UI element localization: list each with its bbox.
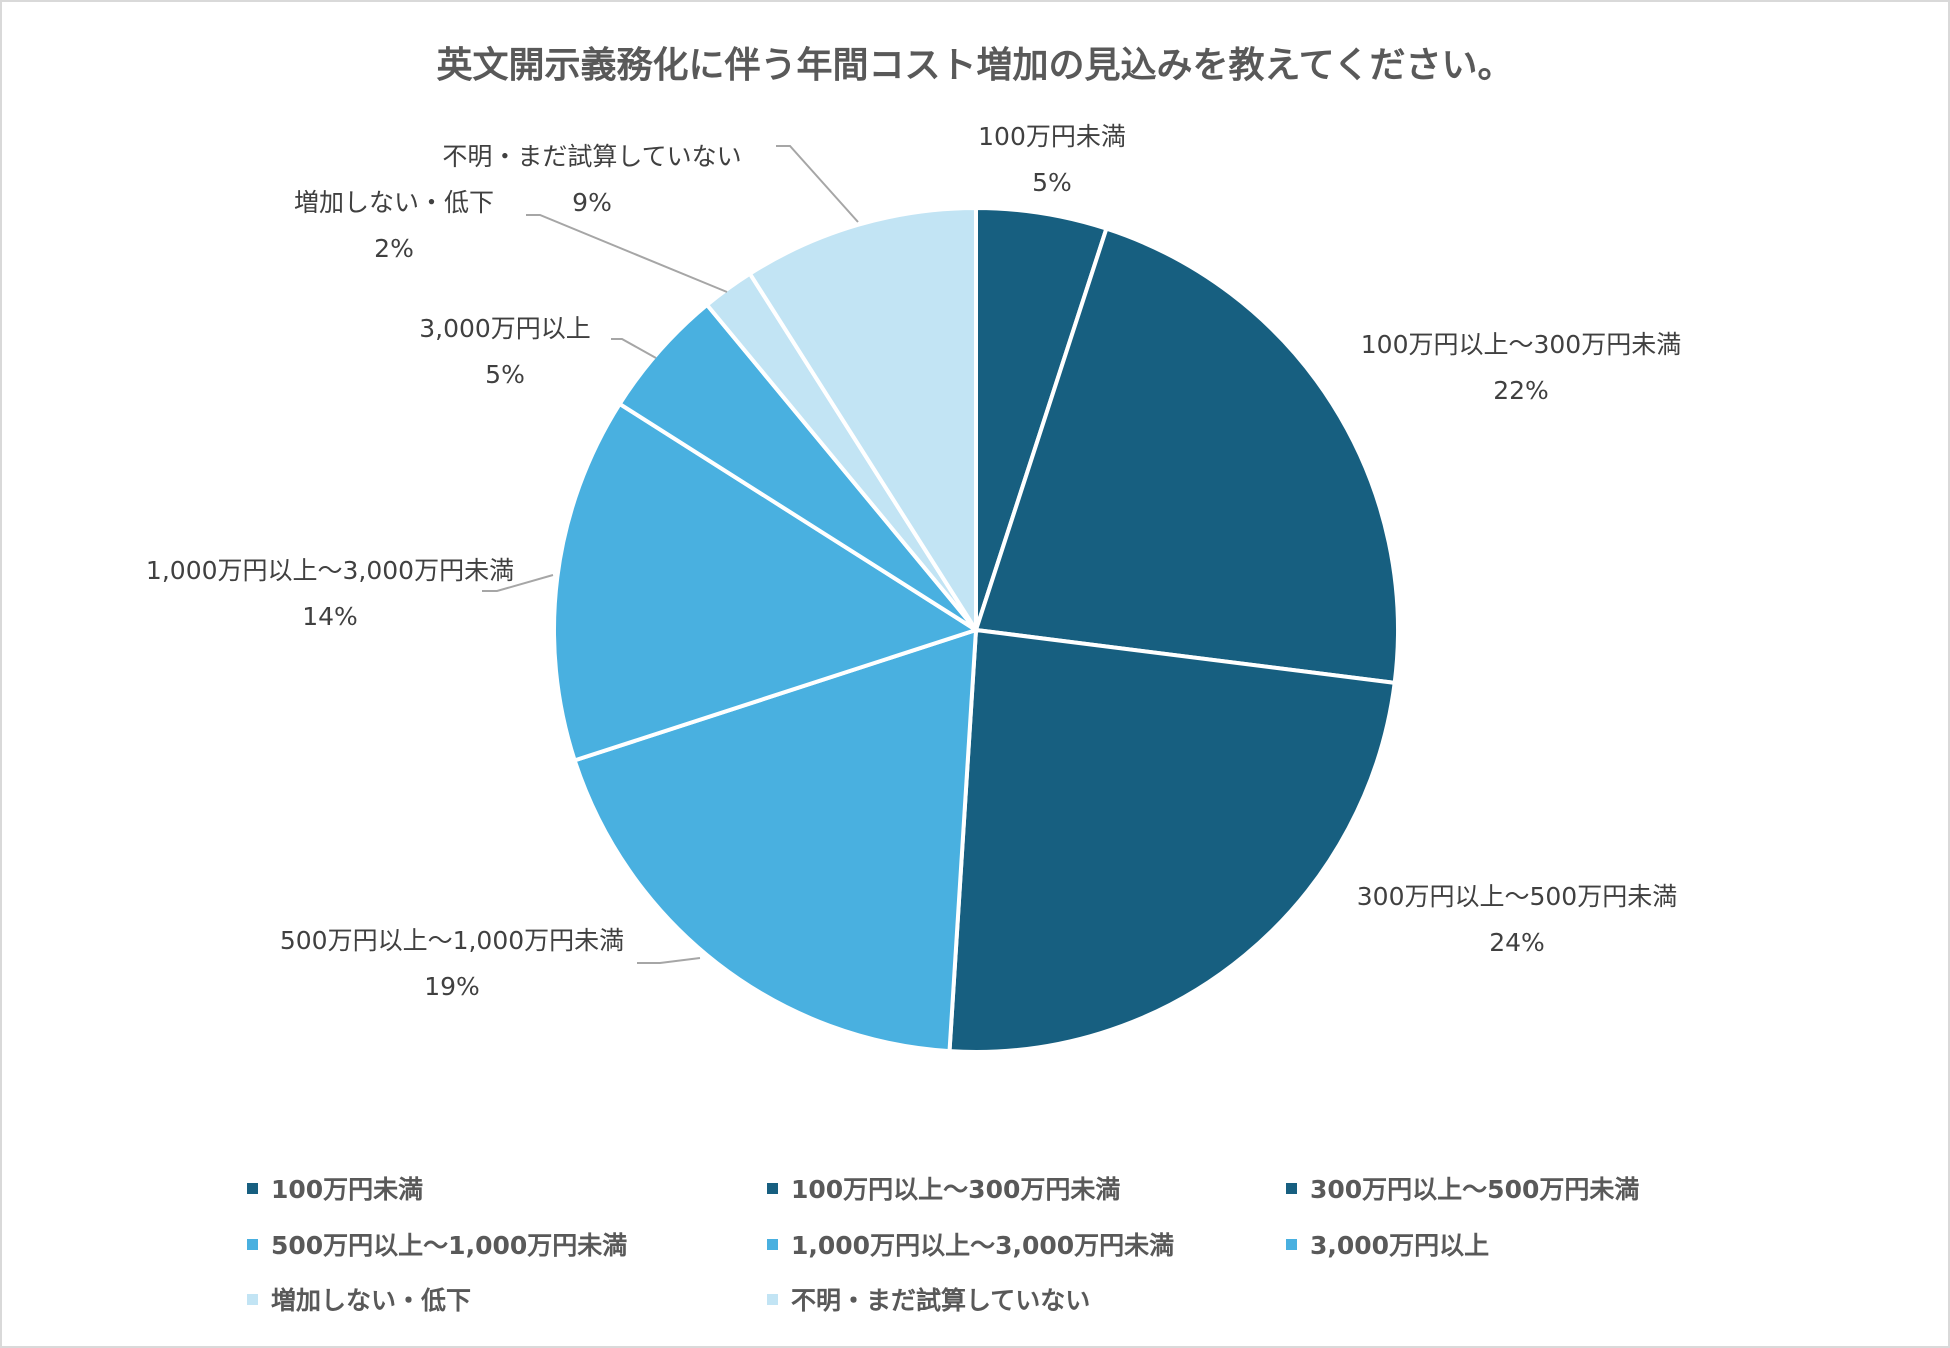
- leader-line-1000-3000: [482, 574, 554, 592]
- legend-item-unknown[interactable]: 不明・まだ試算していない: [767, 1281, 1090, 1317]
- data-label-1000-3000: 1,000万円以上～3,000万円未満 14%: [146, 548, 514, 640]
- data-label-under-100: 100万円未満 5%: [978, 114, 1126, 206]
- legend-swatch-icon: [767, 1238, 778, 1250]
- legend-swatch-icon: [767, 1293, 778, 1305]
- pie-slices: [552, 206, 1400, 1054]
- leader-line-500-1000: [637, 957, 701, 964]
- leader-line-unknown: [776, 145, 859, 223]
- data-label-unknown: 不明・まだ試算していない 9%: [442, 134, 741, 226]
- data-label-500-1000: 500万円以上～1,000万円未満 19%: [280, 918, 624, 1010]
- legend-item-no-increase[interactable]: 増加しない・低下: [247, 1281, 471, 1317]
- leader-lines: [482, 145, 859, 964]
- legend-item-100-300[interactable]: 100万円以上～300万円未満: [767, 1170, 1120, 1206]
- pie-slice[interactable]: [572, 628, 978, 1054]
- legend-item-300-500[interactable]: 300万円以上～500万円未満: [1286, 1170, 1639, 1206]
- data-label-300-500: 300万円以上～500万円未満 24%: [1357, 874, 1677, 966]
- legend-label: 500万円以上～1,000万円未満: [271, 1231, 628, 1260]
- data-label-value: 5%: [485, 360, 525, 389]
- data-label-value: 2%: [374, 234, 414, 263]
- legend-swatch-icon: [1286, 1182, 1297, 1194]
- data-label-name: 100万円以上～300万円未満: [1360, 330, 1682, 359]
- pie-slice[interactable]: [947, 628, 1397, 1054]
- data-label-name: 不明・まだ試算していない: [442, 142, 742, 171]
- data-label-value: 9%: [572, 188, 612, 217]
- legend-swatch-icon: [247, 1182, 258, 1194]
- legend-label: 100万円以上～300万円未満: [791, 1175, 1121, 1204]
- data-label-value: 24%: [1489, 928, 1545, 957]
- pie-slice[interactable]: [747, 206, 978, 632]
- data-label-100-300: 100万円以上～300万円未満 22%: [1361, 322, 1681, 414]
- leader-line-no-increase: [526, 214, 728, 293]
- legend-label: 増加しない・低下: [271, 1286, 472, 1315]
- data-label-no-increase: 増加しない・低下 2%: [294, 180, 494, 272]
- legend-item-1000-3000[interactable]: 1,000万円以上～3,000万円未満: [767, 1226, 1174, 1262]
- legend-item-3000-plus[interactable]: 3,000万円以上: [1286, 1226, 1489, 1262]
- data-label-value: 19%: [424, 972, 480, 1001]
- legend-swatch-icon: [247, 1238, 258, 1250]
- legend-swatch-icon: [767, 1182, 778, 1194]
- chart-title: 英文開示義務化に伴う年間コスト増加の見込みを教えてください。: [436, 45, 1514, 86]
- pie-slice[interactable]: [974, 226, 1400, 685]
- data-label-name: 増加しない・低下: [293, 188, 495, 217]
- data-label-name: 1,000万円以上～3,000万円未満: [145, 556, 515, 585]
- legend-label: 不明・まだ試算していない: [791, 1286, 1091, 1315]
- pie-slice[interactable]: [552, 401, 978, 763]
- data-label-value: 14%: [302, 602, 358, 631]
- legend-label: 3,000万円以上: [1310, 1231, 1490, 1260]
- legend-label: 1,000万円以上～3,000万円未満: [791, 1231, 1175, 1260]
- data-label-value: 5%: [1032, 168, 1072, 197]
- data-label-value: 22%: [1493, 376, 1549, 405]
- legend-label: 100万円未満: [271, 1175, 424, 1204]
- leader-line-3000-plus: [611, 338, 657, 359]
- data-label-name: 3,000万円以上: [419, 314, 591, 343]
- legend-label: 300万円以上～500万円未満: [1310, 1175, 1640, 1204]
- legend-swatch-icon: [1286, 1238, 1297, 1250]
- legend-item-under-100[interactable]: 100万円未満: [247, 1170, 423, 1206]
- legend-swatch-icon: [247, 1293, 258, 1305]
- data-label-3000-plus: 3,000万円以上 5%: [419, 306, 591, 398]
- data-label-name: 100万円未満: [978, 122, 1126, 151]
- data-label-name: 300万円以上～500万円未満: [1356, 882, 1678, 911]
- legend-item-500-1000[interactable]: 500万円以上～1,000万円未満: [247, 1226, 627, 1262]
- data-label-name: 500万円以上～1,000万円未満: [279, 926, 625, 955]
